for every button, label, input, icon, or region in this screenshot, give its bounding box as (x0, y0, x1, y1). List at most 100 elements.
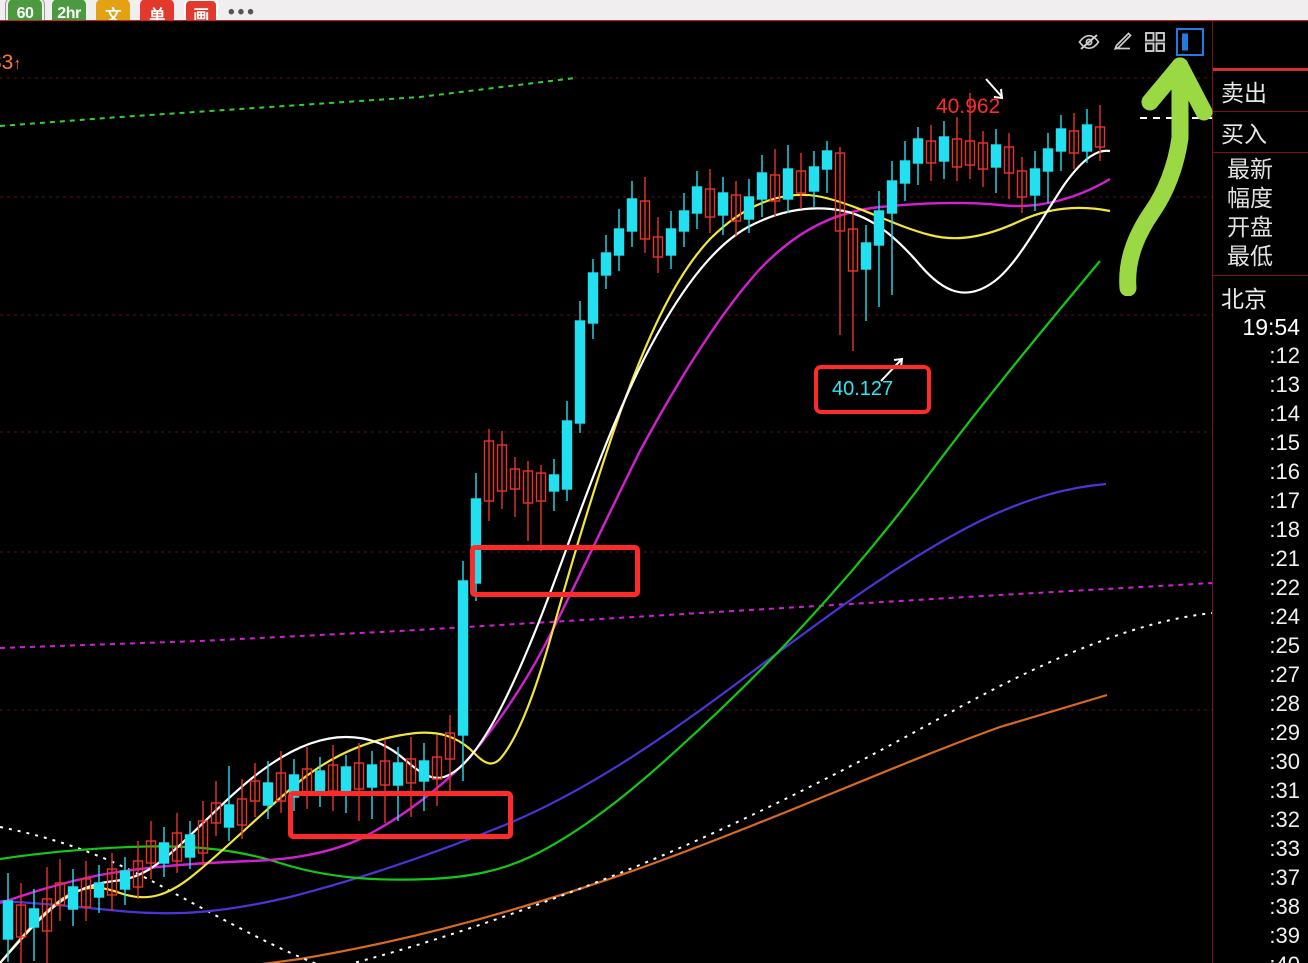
candle-body (1029, 168, 1041, 196)
candle-body (496, 444, 508, 492)
toolbar-button-period-2hr[interactable]: 2hr (52, 0, 86, 20)
candle-body (184, 834, 196, 858)
candle-body (756, 172, 768, 200)
time-tick[interactable]: :33 (1269, 836, 1300, 861)
candle-body (314, 770, 326, 794)
sell-button[interactable]: 卖出 (1213, 71, 1308, 112)
candle-body (522, 470, 534, 504)
time-tick[interactable]: :31 (1269, 778, 1300, 803)
candle-body (288, 774, 300, 798)
toolbar-button-text-tool[interactable]: 文 (96, 0, 130, 21)
candle-body (197, 820, 209, 854)
time-tick[interactable]: :25 (1269, 633, 1300, 658)
time-tick[interactable]: :40 (1213, 950, 1308, 963)
annotation-arrow-box (880, 357, 904, 382)
candle-body (847, 228, 859, 272)
time-tick[interactable]: :30 (1269, 749, 1300, 774)
candle-body (951, 138, 963, 168)
gridlines (0, 77, 1212, 711)
chart-canvas (0, 77, 1212, 963)
time-tick[interactable]: :28 (1269, 691, 1300, 716)
time-tick[interactable]: :37 (1269, 865, 1300, 890)
candle-body (405, 758, 417, 784)
candlestick-chart[interactable]: 33↑ 40.962 40.127 (0, 21, 1212, 963)
candle-body (41, 898, 53, 932)
toolbar-button-single-tool[interactable]: 单 (140, 0, 174, 20)
candle-body (275, 772, 287, 802)
buy-button[interactable]: 买入 (1213, 112, 1308, 153)
candle-body (1003, 146, 1015, 174)
candlestick-series (2, 93, 1106, 963)
candle-body (67, 886, 79, 910)
candle-body (665, 228, 677, 256)
candle-body (171, 832, 183, 862)
time-tick[interactable]: :16 (1269, 459, 1300, 484)
ma-line-blue (0, 482, 1107, 915)
time-tick[interactable]: :21 (1269, 546, 1300, 571)
time-tick[interactable]: :12 (1269, 343, 1300, 368)
candle-body (782, 168, 794, 200)
chart-icon-toolbar (1077, 28, 1204, 56)
candle-body (93, 882, 105, 898)
stat-change: 幅度 (1227, 185, 1273, 211)
annotation-high-price: 40.962 (936, 95, 1001, 118)
candle-body (249, 780, 261, 802)
time-tick[interactable]: :38 (1269, 894, 1300, 919)
time-tick[interactable]: :18 (1269, 517, 1300, 542)
candle-body (769, 174, 781, 202)
candle-body (860, 242, 872, 270)
candle-body (613, 228, 625, 256)
candle-body (210, 802, 222, 824)
time-tick[interactable]: :14 (1269, 401, 1300, 426)
toolbar-button-label: 60 (16, 5, 34, 21)
candle-body (561, 420, 573, 490)
highlight-box-consolidation-low (288, 791, 513, 839)
candle-body (834, 152, 846, 232)
candle-body (821, 150, 833, 170)
candle-body (964, 140, 976, 166)
candle-body (639, 200, 651, 240)
candle-body (990, 144, 1002, 168)
time-tick[interactable]: :39 (1269, 923, 1300, 948)
annotation-arrow-high (985, 78, 1004, 100)
panel-layout-icon[interactable] (1176, 28, 1204, 56)
up-arrow-icon: ↑ (13, 56, 22, 73)
toolbar-button-draw-tool[interactable]: 画 (184, 0, 218, 20)
candle-body (1068, 130, 1080, 154)
eye-off-icon[interactable] (1077, 30, 1101, 54)
annotation-box-price: 40.127 (814, 365, 931, 414)
time-tick[interactable]: :27 (1269, 662, 1300, 687)
right-side-panel: 卖出 买入 最新 幅度 开盘 最低 北京 19:54 :12:13:14:15:… (1212, 21, 1308, 963)
time-tick-list[interactable]: :12 :13 :14 :15 :16 :17 :18 :21 :22 :24 :25 :27 :28:… (1213, 341, 1308, 963)
grid-icon[interactable] (1143, 30, 1167, 54)
time-tick[interactable]: :22 (1269, 575, 1300, 600)
right-panel-top-bar (1213, 21, 1308, 71)
candle-body (223, 804, 235, 828)
candle-body (535, 472, 547, 502)
candle-body (418, 760, 430, 782)
time-tick[interactable]: :24 (1269, 604, 1300, 629)
pencil-icon[interactable] (1110, 30, 1134, 54)
candle-body (80, 878, 92, 908)
stat-open: 开盘 (1227, 214, 1273, 240)
toolbar-overflow-button[interactable]: ••• (228, 2, 257, 21)
toolbar-button-period-60[interactable]: 60 (5, 0, 45, 21)
time-tick[interactable]: :15 (1269, 430, 1300, 455)
candle-body (730, 194, 742, 222)
toolbar-button-label: 文 (105, 8, 121, 21)
annotation-box-value: 40.127 (832, 378, 894, 400)
candle-body (483, 440, 495, 502)
candle-body (938, 136, 950, 162)
candle-body (54, 882, 66, 906)
time-tick[interactable]: :17 (1269, 488, 1300, 513)
candle-body (1081, 124, 1093, 152)
candle-body (1016, 170, 1028, 198)
top-toolbar: 60 2hr 文 单 画 ••• (0, 0, 1308, 21)
time-tick[interactable]: :29 (1269, 720, 1300, 745)
candle-body (899, 160, 911, 184)
candle-body (132, 860, 144, 888)
time-tick[interactable]: :13 (1269, 372, 1300, 397)
time-tick[interactable]: :32 (1269, 807, 1300, 832)
candle-body (15, 904, 27, 938)
stat-low: 最低 (1227, 243, 1273, 269)
